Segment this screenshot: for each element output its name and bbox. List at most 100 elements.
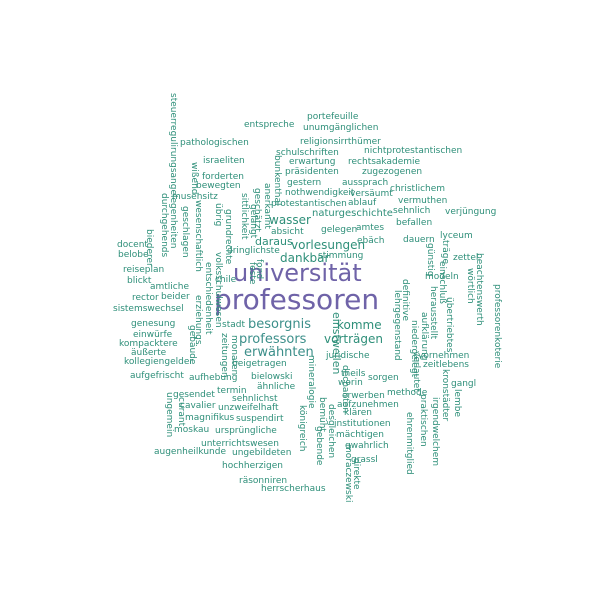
cloud-word: amtliche bbox=[150, 282, 190, 292]
cloud-word: aussprach bbox=[342, 178, 389, 188]
cloud-word: erwähnten bbox=[244, 345, 314, 360]
cloud-word: qwahrlich bbox=[345, 441, 389, 451]
cloud-word: vermuthen bbox=[398, 196, 448, 206]
cloud-word: zugezogenen bbox=[362, 167, 423, 177]
cloud-word: curant bbox=[176, 397, 186, 427]
cloud-word: mächtigen bbox=[336, 430, 384, 440]
cloud-word: verjüngung bbox=[445, 207, 497, 217]
cloud-word: grassl bbox=[351, 455, 378, 465]
cloud-word: dringlichste bbox=[227, 246, 280, 256]
cloud-word: portefeuille bbox=[307, 112, 359, 122]
cloud-word: unterrichtswesen bbox=[201, 439, 279, 449]
cloud-word: herrscherhaus bbox=[261, 484, 326, 494]
cloud-word: reiseplan bbox=[123, 265, 165, 275]
cloud-word: kollegiengelder bbox=[124, 357, 194, 367]
cloud-word: gelegen bbox=[321, 225, 358, 235]
cloud-word: volksschulwesen bbox=[213, 252, 223, 328]
cloud-word: religionsirrthümer bbox=[300, 137, 381, 147]
cloud-word: professorenkoterie bbox=[492, 284, 502, 369]
cloud-word: träge bbox=[440, 240, 450, 264]
cloud-word: äußerte bbox=[131, 348, 167, 358]
cloud-word: erwerben bbox=[342, 391, 385, 401]
cloud-word: aufzunehmen bbox=[337, 400, 399, 410]
cloud-word: dechanten bbox=[340, 365, 350, 413]
cloud-word: musensitz bbox=[172, 192, 218, 202]
cloud-word: suspendirt bbox=[236, 414, 284, 424]
cloud-word: übertriebtes bbox=[444, 297, 454, 353]
cloud-word: sittlichkeit bbox=[239, 193, 249, 240]
cloud-word: ungebildeten bbox=[232, 448, 292, 458]
cloud-word: königreich bbox=[297, 405, 307, 452]
cloud-word: ebäch bbox=[357, 236, 385, 246]
cloud-word: beachtenswerth bbox=[474, 253, 484, 326]
cloud-word: zettel bbox=[453, 253, 479, 263]
cloud-word: daraus bbox=[255, 235, 293, 248]
cloud-word: klären bbox=[344, 408, 372, 418]
cloud-word: termin bbox=[217, 386, 247, 396]
cloud-word: übrig bbox=[213, 203, 223, 227]
cloud-word: aufhebung bbox=[189, 373, 238, 383]
cloud-word: desgleichen bbox=[326, 404, 336, 459]
cloud-word: kronstädter bbox=[440, 369, 450, 422]
cloud-word: entspreche bbox=[244, 120, 295, 130]
cloud-word: ähnliche bbox=[257, 382, 296, 392]
cloud-word: cavalier bbox=[180, 401, 216, 411]
cloud-word: versäumt bbox=[350, 189, 393, 199]
cloud-word: beigetragen bbox=[232, 359, 287, 369]
cloud-word: ehrenmitglied bbox=[404, 412, 414, 475]
cloud-word: wißend bbox=[189, 162, 199, 195]
cloud-word: bielowski bbox=[251, 372, 293, 382]
cloud-word: professors bbox=[239, 332, 307, 347]
cloud-word: forderten bbox=[202, 172, 244, 182]
cloud-word: biederer bbox=[144, 229, 154, 267]
cloud-word: vorlesungen bbox=[291, 238, 366, 252]
cloud-word: israeliten bbox=[203, 156, 245, 166]
cloud-word: ungemein bbox=[164, 392, 174, 438]
cloud-word: besorgnis bbox=[248, 317, 311, 332]
cloud-word: protestantischen bbox=[271, 199, 347, 209]
cloud-word: modeln bbox=[425, 272, 459, 282]
cloud-word: dankbar bbox=[280, 251, 330, 265]
cloud-word: kompacktere bbox=[119, 339, 178, 349]
cloud-word: gebäude bbox=[187, 325, 197, 365]
cloud-word: lembe bbox=[452, 389, 462, 418]
cloud-word: vornehmen bbox=[418, 351, 470, 361]
cloud-word: gestern bbox=[287, 178, 322, 188]
cloud-word: praktischen bbox=[418, 394, 428, 447]
cloud-word: bunkenthal bbox=[272, 155, 282, 206]
cloud-word: juridische bbox=[326, 351, 370, 361]
cloud-word: dauern bbox=[403, 235, 435, 245]
cloud-word: methode bbox=[387, 388, 428, 398]
cloud-word: belobe bbox=[118, 250, 149, 260]
cloud-word: aufgefrischt bbox=[130, 371, 184, 381]
cloud-word: sistemswechsel bbox=[113, 304, 184, 314]
cloud-word: institutionen bbox=[334, 419, 391, 429]
cloud-word: gelangt bbox=[248, 204, 258, 239]
cloud-word: beider bbox=[161, 292, 190, 302]
cloud-word: herausstellt bbox=[428, 286, 438, 340]
cloud-word: präsidenten bbox=[285, 167, 339, 177]
cloud-word: amtes bbox=[356, 223, 385, 233]
cloud-word: gangl bbox=[451, 379, 477, 389]
cloud-word: unumgänglichen bbox=[303, 123, 379, 133]
cloud-word: rector bbox=[132, 293, 159, 303]
cloud-word: durchgehends bbox=[159, 193, 169, 258]
cloud-word: aufklärung bbox=[419, 312, 429, 361]
cloud-word: günstig bbox=[425, 243, 435, 277]
cloud-word: fond bbox=[254, 259, 264, 280]
cloud-word: sorgen bbox=[368, 373, 399, 383]
cloud-word: sehnlichst bbox=[232, 394, 278, 404]
cloud-word: zeitlebens bbox=[423, 360, 469, 370]
cloud-word: lyceum bbox=[440, 231, 473, 241]
cloud-word: worin bbox=[338, 378, 363, 388]
cloud-word: stadt bbox=[222, 320, 245, 330]
cloud-word: wesenschaftlich bbox=[193, 200, 203, 272]
cloud-word: wasser bbox=[269, 213, 311, 227]
cloud-word: docent bbox=[117, 240, 148, 250]
cloud-word: universität bbox=[233, 259, 362, 287]
cloud-word: ablauf bbox=[348, 198, 377, 208]
cloud-word: anerkannt bbox=[262, 183, 272, 229]
cloud-word: genesung bbox=[131, 319, 176, 329]
cloud-word: wörtlich bbox=[465, 268, 475, 304]
cloud-word: stimmung bbox=[318, 251, 364, 261]
